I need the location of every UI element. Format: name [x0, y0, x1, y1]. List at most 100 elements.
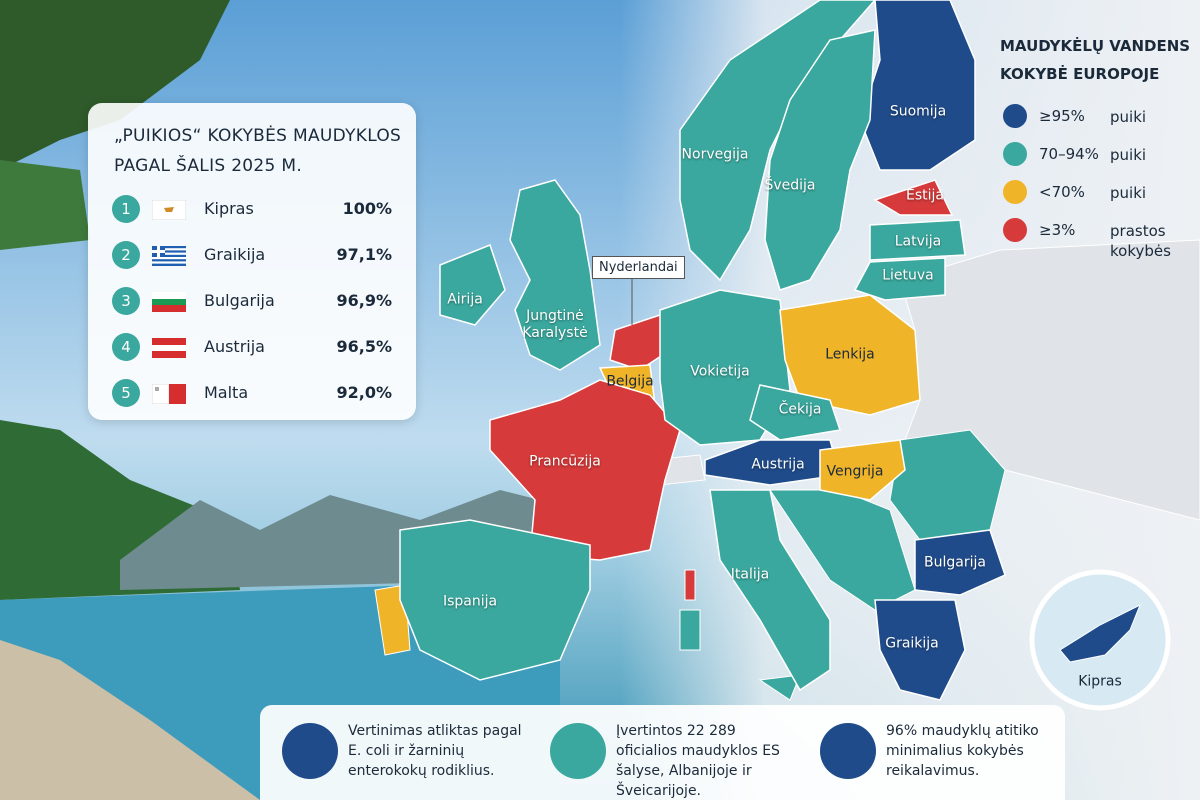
- country-shape: [853, 257, 946, 301]
- country-shape: [749, 384, 841, 441]
- ranking-row: 4 Austrija 96,5%: [112, 333, 392, 363]
- coast: [0, 160, 90, 250]
- country-name: Bulgarija: [204, 291, 275, 310]
- legend-item: <70% puiki: [1003, 180, 1193, 220]
- icon: [820, 723, 876, 779]
- country-label: Latvija: [894, 233, 942, 250]
- country-label: Čekija: [778, 401, 822, 418]
- icon: [550, 723, 606, 779]
- legend-range: 70–94%: [1039, 145, 1099, 163]
- legend-label: puiki: [1110, 146, 1147, 164]
- country-label: Estija: [906, 187, 944, 204]
- legend-range: <70%: [1039, 183, 1085, 201]
- country-label: Austrija: [751, 456, 805, 473]
- country-label: Prancūzija: [529, 453, 601, 470]
- country-shape: [399, 519, 591, 681]
- legend-swatch: [1003, 180, 1027, 204]
- footer-text: Įvertintos 22 289 oficialios maudyklos E…: [616, 723, 780, 799]
- country-label: Bulgarija: [924, 554, 986, 571]
- footer-item: Įvertintos 22 289 oficialios maudyklos E…: [550, 719, 795, 799]
- country-shape: [439, 244, 506, 326]
- country-label: Airija: [447, 291, 483, 308]
- country-shape: [609, 314, 671, 371]
- countries: [399, 0, 1006, 701]
- country-shape: [709, 489, 831, 692]
- country-shape: [874, 599, 966, 701]
- flag: [152, 384, 186, 404]
- legend-range: ≥95%: [1039, 107, 1085, 125]
- country-label: Belgija: [606, 373, 654, 390]
- country-shape: [859, 0, 976, 171]
- country-label: Nyderlandai: [592, 256, 685, 279]
- ranking-row: 3 Bulgarija 96,9%: [112, 287, 392, 317]
- country-name: Kipras: [204, 199, 254, 218]
- legend-swatch: [1003, 104, 1027, 128]
- sicily-shape: [758, 674, 801, 701]
- country-label: Lietuva: [882, 267, 934, 284]
- share-value: 97,1%: [336, 245, 392, 264]
- legend-title: MAUDYKĖLŲ VANDENS KOKYBĖ EUROPOJE: [1000, 37, 1191, 83]
- country-shape: [819, 439, 906, 501]
- sardinia-shape: [679, 609, 701, 651]
- country-label: Švedija: [764, 177, 816, 194]
- rank-badge: 4: [112, 333, 140, 361]
- country-label: Lenkija: [825, 346, 875, 363]
- tree: [0, 0, 230, 170]
- flag: [152, 246, 186, 266]
- country-shape: [779, 294, 921, 416]
- country-name: Graikija: [204, 245, 266, 264]
- country-label: Vengrija: [826, 463, 884, 480]
- ranking-row: 1 Kipras 100%: [112, 195, 392, 225]
- corsica-shape: [684, 569, 696, 601]
- footer: Vertinimas atliktas pagal E. coli ir žar…: [260, 705, 1065, 800]
- legend-swatch: [1003, 142, 1027, 166]
- country-label: Ispanija: [442, 593, 498, 610]
- country-name: Malta: [204, 383, 249, 402]
- legend-label: prastos kokybės: [1110, 222, 1171, 260]
- share-value: 96,5%: [336, 337, 392, 356]
- country-shape: [764, 29, 876, 291]
- rank-badge: 1: [112, 195, 140, 223]
- rank-badge: 5: [112, 379, 140, 407]
- country-shape: [873, 179, 954, 216]
- country-label: Jungtinė Karalystė: [522, 308, 588, 341]
- ranking-row: 5 Malta 92,0%: [112, 379, 392, 409]
- country-label: Italija: [730, 566, 770, 583]
- share-value: 92,0%: [336, 383, 392, 402]
- country-label: Suomija: [889, 103, 947, 120]
- ranking-title: „PUIKIOS“ KOKYBĖS MAUDYKLOS PAGAL ŠALIS …: [114, 126, 402, 176]
- inset-label: Kipras: [1078, 673, 1122, 690]
- country-shape: [489, 379, 681, 561]
- legend-label: puiki: [1110, 108, 1147, 126]
- flag: [152, 292, 186, 312]
- legend-range: ≥3%: [1039, 221, 1076, 239]
- country-label: Graikija: [885, 635, 939, 652]
- country-shape: [914, 529, 1006, 596]
- rank-badge: 3: [112, 287, 140, 315]
- icon: [282, 723, 338, 779]
- legend-swatch: [1003, 218, 1027, 242]
- inset-shape: [1059, 603, 1141, 663]
- flag: [152, 200, 186, 220]
- rank-badge: 2: [112, 241, 140, 269]
- footer-item: 96% maudyklų atitiko minimalius kokybės …: [820, 719, 1065, 789]
- flag: [152, 338, 186, 358]
- share-value: 100%: [342, 199, 392, 218]
- ranking-card: „PUIKIOS“ KOKYBĖS MAUDYKLOS PAGAL ŠALIS …: [88, 103, 416, 420]
- legend-item: ≥95% puiki: [1003, 104, 1193, 144]
- footer-text: 96% maudyklų atitiko minimalius kokybės …: [886, 723, 1039, 779]
- country-shape: [509, 179, 601, 371]
- beach: [0, 640, 260, 800]
- country-label: Norvegija: [681, 146, 749, 163]
- legend-item: 70–94% puiki: [1003, 142, 1193, 182]
- country-label: Vokietija: [690, 363, 750, 380]
- share-value: 96,9%: [336, 291, 392, 310]
- country-name: Austrija: [204, 337, 265, 356]
- legend-item: ≥3% prastos kokybės: [1003, 218, 1193, 260]
- legend-label: puiki: [1110, 184, 1147, 202]
- footer-text: Vertinimas atliktas pagal E. coli ir žar…: [348, 723, 522, 779]
- footer-item: Vertinimas atliktas pagal E. coli ir žar…: [282, 719, 527, 789]
- ranking-row: 2 Graikija 97,1%: [112, 241, 392, 271]
- country-shape: [869, 219, 966, 261]
